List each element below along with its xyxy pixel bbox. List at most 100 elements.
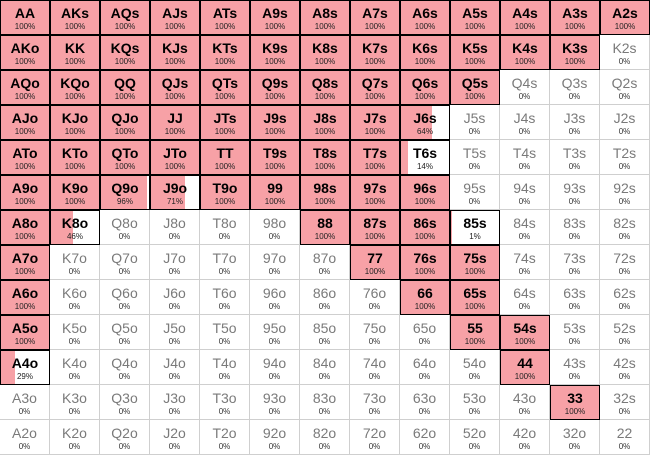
hand-cell-kto[interactable]: KTo 100% xyxy=(50,140,100,175)
hand-cell-87o[interactable]: 87o 0% xyxy=(300,245,350,280)
hand-cell-a2o[interactable]: A2o 0% xyxy=(0,420,50,455)
hand-cell-k2s[interactable]: K2s 0% xyxy=(600,35,650,70)
hand-cell-k7s[interactable]: K7s 100% xyxy=(350,35,400,70)
hand-cell-98s[interactable]: 98s 100% xyxy=(300,175,350,210)
hand-cell-q6s[interactable]: Q6s 100% xyxy=(400,70,450,105)
hand-cell-k4o[interactable]: K4o 0% xyxy=(50,350,100,385)
hand-cell-82o[interactable]: 82o 0% xyxy=(300,420,350,455)
hand-cell-75o[interactable]: 75o 0% xyxy=(350,315,400,350)
hand-cell-jj[interactable]: JJ 100% xyxy=(150,105,200,140)
hand-cell-43o[interactable]: 43o 0% xyxy=(500,385,550,420)
hand-cell-qts[interactable]: QTs 100% xyxy=(200,70,250,105)
hand-cell-a8s[interactable]: A8s 100% xyxy=(300,0,350,35)
hand-cell-a7o[interactable]: A7o 100% xyxy=(0,245,50,280)
hand-cell-32o[interactable]: 32o 0% xyxy=(550,420,600,455)
hand-cell-94o[interactable]: 94o 0% xyxy=(250,350,300,385)
hand-cell-q8o[interactable]: Q8o 0% xyxy=(100,210,150,245)
hand-cell-a6s[interactable]: A6s 100% xyxy=(400,0,450,35)
hand-cell-j8s[interactable]: J8s 100% xyxy=(300,105,350,140)
hand-cell-t4s[interactable]: T4s 0% xyxy=(500,140,550,175)
hand-cell-aks[interactable]: AKs 100% xyxy=(50,0,100,35)
hand-cell-66[interactable]: 66 100% xyxy=(400,280,450,315)
hand-cell-ato[interactable]: ATo 100% xyxy=(0,140,50,175)
hand-cell-44[interactable]: 44 100% xyxy=(500,350,550,385)
hand-cell-j5s[interactable]: J5s 0% xyxy=(450,105,500,140)
hand-cell-q7o[interactable]: Q7o 0% xyxy=(100,245,150,280)
hand-cell-75s[interactable]: 75s 100% xyxy=(450,245,500,280)
hand-cell-q3s[interactable]: Q3s 0% xyxy=(550,70,600,105)
hand-cell-j6o[interactable]: J6o 0% xyxy=(150,280,200,315)
hand-cell-a6o[interactable]: A6o 100% xyxy=(0,280,50,315)
hand-cell-kjs[interactable]: KJs 100% xyxy=(150,35,200,70)
hand-cell-k5o[interactable]: K5o 0% xyxy=(50,315,100,350)
hand-cell-73o[interactable]: 73o 0% xyxy=(350,385,400,420)
hand-cell-93o[interactable]: 93o 0% xyxy=(250,385,300,420)
hand-cell-ajs[interactable]: AJs 100% xyxy=(150,0,200,35)
hand-cell-33[interactable]: 33 100% xyxy=(550,385,600,420)
hand-cell-42s[interactable]: 42s 0% xyxy=(600,350,650,385)
hand-cell-82s[interactable]: 82s 0% xyxy=(600,210,650,245)
hand-cell-63s[interactable]: 63s 0% xyxy=(550,280,600,315)
hand-cell-t6o[interactable]: T6o 0% xyxy=(200,280,250,315)
hand-cell-t9s[interactable]: T9s 100% xyxy=(250,140,300,175)
hand-cell-t7s[interactable]: T7s 100% xyxy=(350,140,400,175)
hand-cell-t5o[interactable]: T5o 0% xyxy=(200,315,250,350)
hand-cell-a5o[interactable]: A5o 100% xyxy=(0,315,50,350)
hand-cell-32s[interactable]: 32s 0% xyxy=(600,385,650,420)
hand-cell-j3o[interactable]: J3o 0% xyxy=(150,385,200,420)
hand-cell-83o[interactable]: 83o 0% xyxy=(300,385,350,420)
hand-cell-a5s[interactable]: A5s 100% xyxy=(450,0,500,35)
hand-cell-64o[interactable]: 64o 0% xyxy=(400,350,450,385)
hand-cell-qjs[interactable]: QJs 100% xyxy=(150,70,200,105)
hand-cell-92s[interactable]: 92s 0% xyxy=(600,175,650,210)
hand-cell-52s[interactable]: 52s 0% xyxy=(600,315,650,350)
hand-cell-q9s[interactable]: Q9s 100% xyxy=(250,70,300,105)
hand-cell-j6s[interactable]: J6s 64% xyxy=(400,105,450,140)
hand-cell-t2o[interactable]: T2o 0% xyxy=(200,420,250,455)
hand-cell-q2s[interactable]: Q2s 0% xyxy=(600,70,650,105)
hand-cell-qq[interactable]: QQ 100% xyxy=(100,70,150,105)
hand-cell-a2s[interactable]: A2s 100% xyxy=(600,0,650,35)
hand-cell-qjo[interactable]: QJo 100% xyxy=(100,105,150,140)
hand-cell-k4s[interactable]: K4s 100% xyxy=(500,35,550,70)
hand-cell-kqo[interactable]: KQo 100% xyxy=(50,70,100,105)
hand-cell-93s[interactable]: 93s 0% xyxy=(550,175,600,210)
hand-cell-jto[interactable]: JTo 100% xyxy=(150,140,200,175)
hand-cell-74o[interactable]: 74o 0% xyxy=(350,350,400,385)
hand-cell-72o[interactable]: 72o 0% xyxy=(350,420,400,455)
hand-cell-k6s[interactable]: K6s 100% xyxy=(400,35,450,70)
hand-cell-22[interactable]: 22 0% xyxy=(600,420,650,455)
hand-cell-j8o[interactable]: J8o 0% xyxy=(150,210,200,245)
hand-cell-j7o[interactable]: J7o 0% xyxy=(150,245,200,280)
hand-cell-j9s[interactable]: J9s 100% xyxy=(250,105,300,140)
hand-cell-k9o[interactable]: K9o 100% xyxy=(50,175,100,210)
hand-cell-55[interactable]: 55 100% xyxy=(450,315,500,350)
hand-cell-q7s[interactable]: Q7s 100% xyxy=(350,70,400,105)
hand-cell-77[interactable]: 77 100% xyxy=(350,245,400,280)
hand-cell-q6o[interactable]: Q6o 0% xyxy=(100,280,150,315)
hand-cell-k2o[interactable]: K2o 0% xyxy=(50,420,100,455)
hand-cell-54s[interactable]: 54s 100% xyxy=(500,315,550,350)
hand-cell-k3s[interactable]: K3s 100% xyxy=(550,35,600,70)
hand-cell-jts[interactable]: JTs 100% xyxy=(200,105,250,140)
hand-cell-76s[interactable]: 76s 100% xyxy=(400,245,450,280)
hand-cell-k9s[interactable]: K9s 100% xyxy=(250,35,300,70)
hand-cell-96o[interactable]: 96o 0% xyxy=(250,280,300,315)
hand-cell-84s[interactable]: 84s 0% xyxy=(500,210,550,245)
hand-cell-76o[interactable]: 76o 0% xyxy=(350,280,400,315)
hand-cell-q2o[interactable]: Q2o 0% xyxy=(100,420,150,455)
hand-cell-98o[interactable]: 98o 0% xyxy=(250,210,300,245)
hand-cell-q4s[interactable]: Q4s 0% xyxy=(500,70,550,105)
hand-cell-k8s[interactable]: K8s 100% xyxy=(300,35,350,70)
hand-cell-a4s[interactable]: A4s 100% xyxy=(500,0,550,35)
hand-cell-a9o[interactable]: A9o 100% xyxy=(0,175,50,210)
hand-cell-94s[interactable]: 94s 0% xyxy=(500,175,550,210)
hand-cell-kk[interactable]: KK 100% xyxy=(50,35,100,70)
hand-cell-54o[interactable]: 54o 0% xyxy=(450,350,500,385)
hand-cell-84o[interactable]: 84o 0% xyxy=(300,350,350,385)
hand-cell-q8s[interactable]: Q8s 100% xyxy=(300,70,350,105)
hand-cell-42o[interactable]: 42o 0% xyxy=(500,420,550,455)
hand-cell-k6o[interactable]: K6o 0% xyxy=(50,280,100,315)
hand-cell-tt[interactable]: TT 100% xyxy=(200,140,250,175)
hand-cell-q5s[interactable]: Q5s 100% xyxy=(450,70,500,105)
